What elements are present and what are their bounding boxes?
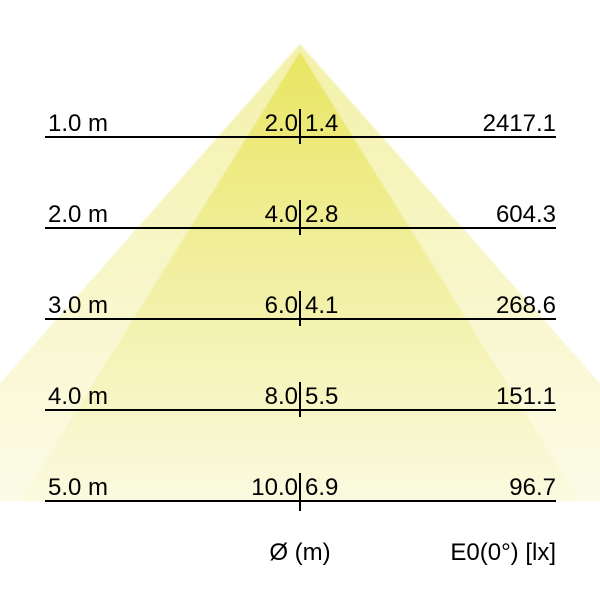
distance-label: 3.0 m bbox=[48, 292, 109, 319]
center-tick bbox=[299, 382, 302, 417]
diameter-inner-value: 4.1 bbox=[305, 292, 339, 319]
distance-label: 2.0 m bbox=[48, 201, 109, 228]
illuminance-value: 268.6 bbox=[495, 292, 556, 319]
diameter-outer-value: 6.0 bbox=[264, 292, 298, 319]
distance-line bbox=[45, 136, 556, 139]
diameter-outer-value: 4.0 bbox=[264, 201, 298, 228]
distance-line bbox=[45, 227, 556, 230]
inner-beam-cone bbox=[20, 52, 580, 501]
distance-label: 4.0 m bbox=[48, 383, 109, 410]
distance-label: 1.0 m bbox=[48, 110, 109, 137]
illuminance-value: 151.1 bbox=[495, 383, 556, 410]
center-tick bbox=[299, 109, 302, 144]
illuminance-value: 96.7 bbox=[509, 474, 556, 501]
diameter-inner-value: 5.5 bbox=[305, 383, 339, 410]
distance-line bbox=[45, 409, 556, 412]
diameter-inner-value: 6.9 bbox=[305, 474, 339, 501]
illuminance-axis-label: E0(0°) [lx] bbox=[450, 539, 556, 566]
diameter-outer-value: 2.0 bbox=[264, 110, 298, 137]
diameter-axis-label: Ø (m) bbox=[269, 539, 331, 566]
diameter-inner-value: 1.4 bbox=[305, 110, 339, 137]
center-tick bbox=[299, 200, 302, 235]
illuminance-value: 2417.1 bbox=[482, 110, 556, 137]
diameter-outer-value: 8.0 bbox=[264, 383, 298, 410]
diameter-outer-value: 10.0 bbox=[251, 474, 298, 501]
distance-line bbox=[45, 318, 556, 321]
distance-line bbox=[45, 500, 556, 503]
distance-label: 5.0 m bbox=[48, 474, 109, 501]
illuminance-value: 604.3 bbox=[495, 201, 556, 228]
center-tick bbox=[299, 291, 302, 326]
center-tick bbox=[299, 473, 302, 511]
diameter-inner-value: 2.8 bbox=[305, 201, 339, 228]
